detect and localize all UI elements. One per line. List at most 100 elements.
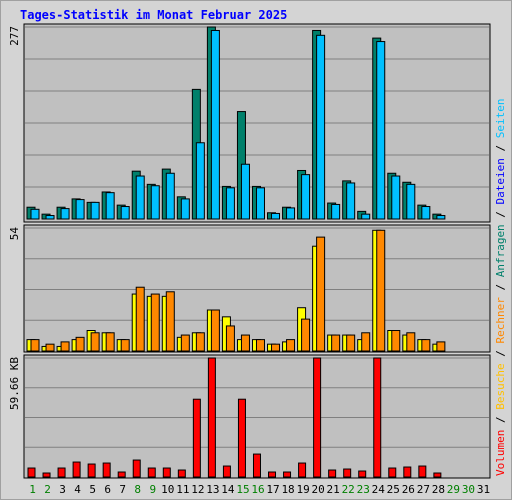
bar-rechner-day-22 (346, 334, 356, 352)
x-tick-label: 18 (281, 483, 294, 496)
bar-rechner-day-28 (436, 341, 446, 352)
legend-separator: / (494, 204, 507, 224)
x-tick-label: 19 (296, 483, 309, 496)
bar-volumen-day-1 (27, 467, 36, 478)
x-tick-label: 1 (29, 483, 36, 496)
bottom-panel: 59.66 KB (8, 354, 491, 479)
bar-volumen-day-21 (328, 469, 337, 478)
bar-rechner-day-2 (45, 343, 55, 352)
x-tick-label: 25 (387, 483, 400, 496)
legend-separator: / (494, 410, 507, 430)
legend-separator: / (494, 344, 507, 364)
top-panel: 277 (8, 23, 491, 223)
bar-volumen-day-27 (418, 465, 427, 478)
bar-volumen-day-16 (252, 453, 261, 478)
bar-seiten-day-1 (30, 208, 40, 220)
bar-rechner-day-18 (286, 339, 296, 352)
bar-seiten-day-12 (195, 142, 205, 220)
bar-volumen-day-6 (102, 462, 111, 478)
x-tick-label: 26 (402, 483, 415, 496)
middle-panel: 54 (8, 224, 491, 353)
bar-volumen-day-25 (388, 467, 397, 478)
x-tick-label: 21 (327, 483, 340, 496)
bar-seiten-day-9 (150, 185, 160, 220)
legend-item-dateien: Dateien (494, 158, 507, 204)
bar-volumen-day-11 (177, 469, 186, 478)
legend-item-anfragen: Anfragen (494, 224, 507, 277)
bar-volumen-day-8 (132, 459, 141, 478)
bar-seiten-day-25 (391, 175, 401, 220)
middle-plot-area (23, 224, 491, 353)
bar-rechner-day-10 (165, 291, 175, 352)
bar-volumen-day-17 (268, 471, 277, 478)
x-tick-label: 16 (251, 483, 264, 496)
bar-seiten-day-28 (436, 215, 446, 220)
bar-rechner-day-4 (75, 336, 85, 352)
bar-rechner-day-19 (301, 318, 311, 352)
x-tick-label: 7 (119, 483, 126, 496)
bar-seiten-day-21 (331, 203, 341, 220)
bar-seiten-day-19 (301, 174, 311, 220)
bar-rechner-day-17 (271, 343, 281, 352)
bar-seiten-day-4 (75, 199, 85, 220)
bar-rechner-day-8 (135, 286, 145, 352)
bar-volumen-day-15 (237, 398, 246, 478)
legend-item-seiten: Seiten (494, 98, 507, 138)
bar-seiten-day-3 (60, 208, 70, 220)
bar-seiten-day-16 (255, 187, 265, 220)
middle-ymax-label: 54 (8, 227, 21, 241)
x-tick-label: 27 (417, 483, 430, 496)
x-tick-label: 2 (44, 483, 51, 496)
bar-rechner-day-11 (180, 334, 190, 352)
bar-rechner-day-1 (30, 339, 40, 352)
x-tick-label: 12 (191, 483, 204, 496)
bar-rechner-day-16 (255, 339, 265, 352)
x-tick-label: 11 (176, 483, 189, 496)
bar-rechner-day-6 (105, 332, 115, 352)
legend-item-rechner: Rechner (494, 297, 507, 344)
x-tick-label: 31 (477, 483, 490, 496)
x-tick-label: 29 (447, 483, 460, 496)
bottom-ymax-label: 59.66 KB (8, 357, 21, 410)
bar-volumen-day-22 (343, 468, 352, 478)
bar-volumen-day-2 (42, 472, 51, 478)
bar-seiten-day-10 (165, 172, 175, 220)
x-tick-label: 10 (161, 483, 174, 496)
bar-volumen-day-4 (72, 461, 81, 478)
bar-rechner-day-23 (361, 332, 371, 352)
x-tick-label: 28 (432, 483, 445, 496)
x-tick-label: 30 (462, 483, 475, 496)
bar-volumen-day-12 (192, 398, 201, 478)
bar-volumen-day-14 (222, 465, 231, 478)
bar-volumen-day-18 (283, 471, 292, 478)
bar-volumen-day-13 (207, 357, 216, 478)
x-tick-label: 17 (266, 483, 279, 496)
bar-seiten-day-13 (210, 29, 220, 220)
bar-volumen-day-7 (117, 471, 126, 478)
legend-item-besuche: Besuche (494, 363, 507, 409)
bar-volumen-day-28 (433, 472, 442, 478)
bar-seiten-day-24 (376, 41, 386, 220)
x-tick-label: 24 (372, 483, 386, 496)
bar-rechner-day-3 (60, 341, 70, 352)
x-tick-label: 22 (342, 483, 355, 496)
chart-title: Tages-Statistik im Monat Februar 2025 (20, 8, 287, 22)
x-tick-label: 3 (59, 483, 66, 496)
bar-volumen-day-9 (147, 467, 156, 478)
bar-rechner-day-15 (240, 334, 250, 352)
bar-volumen-day-5 (87, 463, 96, 478)
bar-volumen-day-26 (403, 466, 412, 478)
bar-seiten-day-14 (225, 187, 235, 220)
bar-seiten-day-20 (316, 34, 326, 220)
bar-volumen-day-23 (358, 470, 367, 478)
bar-seiten-day-2 (45, 215, 55, 220)
bar-rechner-day-13 (210, 309, 220, 352)
bar-rechner-day-7 (120, 339, 130, 352)
x-tick-label: 6 (104, 483, 111, 496)
bar-seiten-day-18 (286, 207, 296, 220)
bar-rechner-day-21 (331, 334, 341, 352)
x-tick-label: 20 (312, 483, 325, 496)
legend-item-volumen: Volumen (494, 430, 507, 476)
bar-volumen-day-10 (162, 467, 171, 478)
